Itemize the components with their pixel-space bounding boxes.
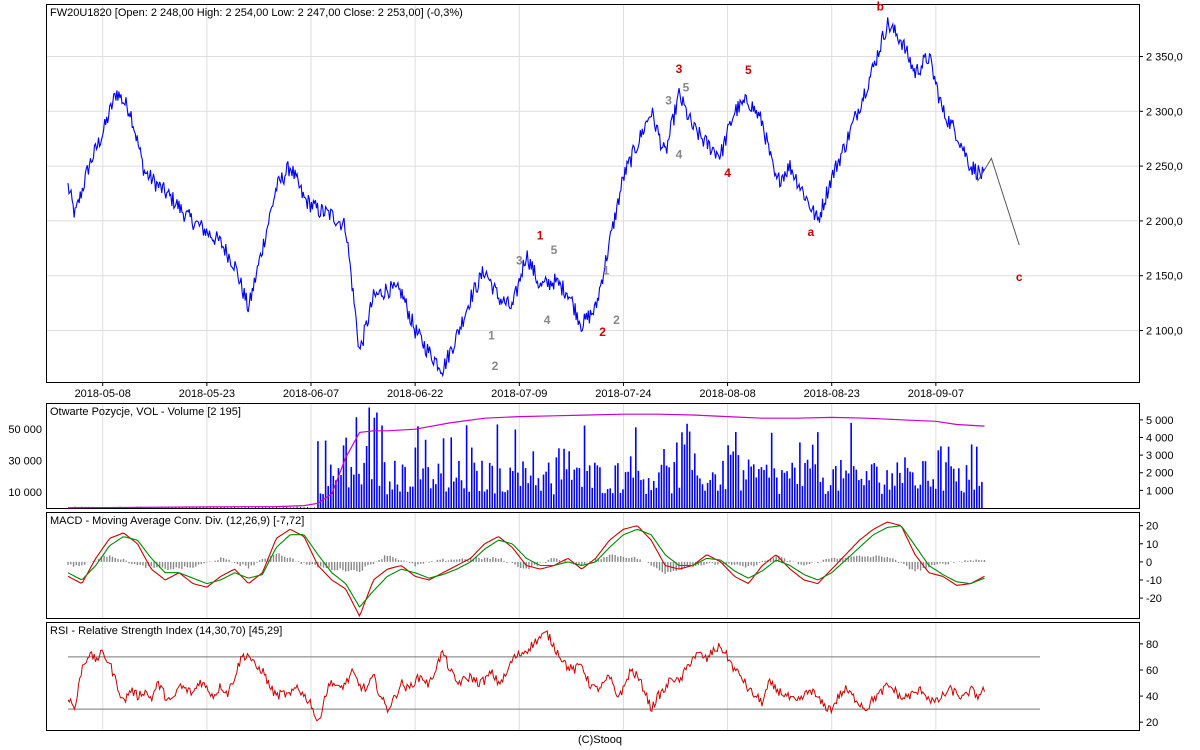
wave-label: 1 xyxy=(603,264,610,278)
copyright-footer: (C)Stooq xyxy=(577,734,623,746)
wave-label: a xyxy=(808,225,815,239)
wave-label: 3 xyxy=(676,62,683,76)
x-tick-label: 2018-05-08 xyxy=(75,388,131,400)
volume-right-tick-label: 4 000 xyxy=(1146,432,1174,444)
wave-label: 2 xyxy=(492,359,499,373)
y-tick-label: 2 250,0 xyxy=(1146,161,1183,173)
open-interest-line xyxy=(67,413,985,509)
volume-right-tick-label: 1 000 xyxy=(1146,485,1174,497)
x-tick-label: 2018-08-23 xyxy=(804,388,860,400)
wave-label: 5 xyxy=(683,81,690,95)
wave-label: 1 xyxy=(488,328,495,342)
macd-tick-label: 20 xyxy=(1146,521,1158,533)
volume-left-tick-label: 30 000 xyxy=(8,456,42,468)
wave-label: 4 xyxy=(676,147,683,161)
volume-left-tick-label: 10 000 xyxy=(8,487,42,499)
volume-right-tick-label: 2 000 xyxy=(1146,468,1174,480)
wave-label: 2 xyxy=(599,325,606,339)
wave-label: 1 xyxy=(537,229,544,243)
rsi-line xyxy=(67,630,985,722)
wave-label: 4 xyxy=(544,313,551,327)
wave-label: b xyxy=(877,0,884,13)
macd-panel-title: MACD - Moving Average Conv. Div. (12,26,… xyxy=(50,515,304,527)
wave-label: 3 xyxy=(516,254,523,268)
wave-label: 2 xyxy=(613,313,620,327)
x-tick-label: 2018-05-23 xyxy=(179,388,235,400)
volume-right-tick-label: 5 000 xyxy=(1146,415,1174,427)
macd-tick-label: -20 xyxy=(1146,593,1162,605)
y-tick-label: 2 300,0 xyxy=(1146,106,1183,118)
rsi-tick-label: 40 xyxy=(1146,691,1158,703)
wave-label: 3 xyxy=(665,94,672,108)
x-tick-label: 2018-07-09 xyxy=(491,388,547,400)
y-tick-label: 2 150,0 xyxy=(1146,271,1183,283)
rsi-tick-label: 60 xyxy=(1146,665,1158,677)
x-tick-label: 2018-08-08 xyxy=(699,388,755,400)
macd-signal-line xyxy=(67,525,985,608)
volume-right-tick-label: 3 000 xyxy=(1146,450,1174,462)
price-panel-title: FW20U1820 [Open: 2 248,00 High: 2 254,00… xyxy=(50,7,463,19)
volume-panel-title: Otwarte Pozycje, VOL - Volume [2 195] xyxy=(50,406,241,418)
macd-tick-label: -10 xyxy=(1146,575,1162,587)
y-tick-label: 2 100,0 xyxy=(1146,325,1183,337)
price-series-line xyxy=(67,17,986,378)
wave-label: 5 xyxy=(745,63,752,77)
projection-line xyxy=(977,157,1020,246)
x-tick-label: 2018-06-07 xyxy=(283,388,339,400)
y-tick-label: 2 200,0 xyxy=(1146,216,1183,228)
rsi-panel-frame xyxy=(46,622,1140,731)
price-panel-frame xyxy=(46,4,1140,383)
rsi-tick-label: 80 xyxy=(1146,639,1158,651)
macd-tick-label: 0 xyxy=(1146,557,1152,569)
wave-label: 4 xyxy=(724,166,731,180)
wave-label: c xyxy=(1016,270,1023,284)
rsi-tick-label: 20 xyxy=(1146,717,1158,729)
axis-ticks: 2018-05-08 2018-05-23 2018-06-07 2018-06-22… xyxy=(8,52,1182,730)
wave-label: 5 xyxy=(551,243,558,257)
grid-lines xyxy=(47,5,1139,730)
macd-line xyxy=(67,521,985,618)
y-tick-label: 2 350,0 xyxy=(1146,52,1183,64)
x-tick-label: 2018-06-22 xyxy=(387,388,443,400)
macd-tick-label: 10 xyxy=(1146,539,1158,551)
x-tick-label: 2018-09-07 xyxy=(908,388,964,400)
rsi-panel-title: RSI - Relative Strength Index (14,30,70)… xyxy=(50,625,282,637)
volume-left-tick-label: 50 000 xyxy=(8,424,42,436)
x-tick-label: 2018-07-24 xyxy=(595,388,651,400)
macd-panel-frame xyxy=(46,512,1140,619)
